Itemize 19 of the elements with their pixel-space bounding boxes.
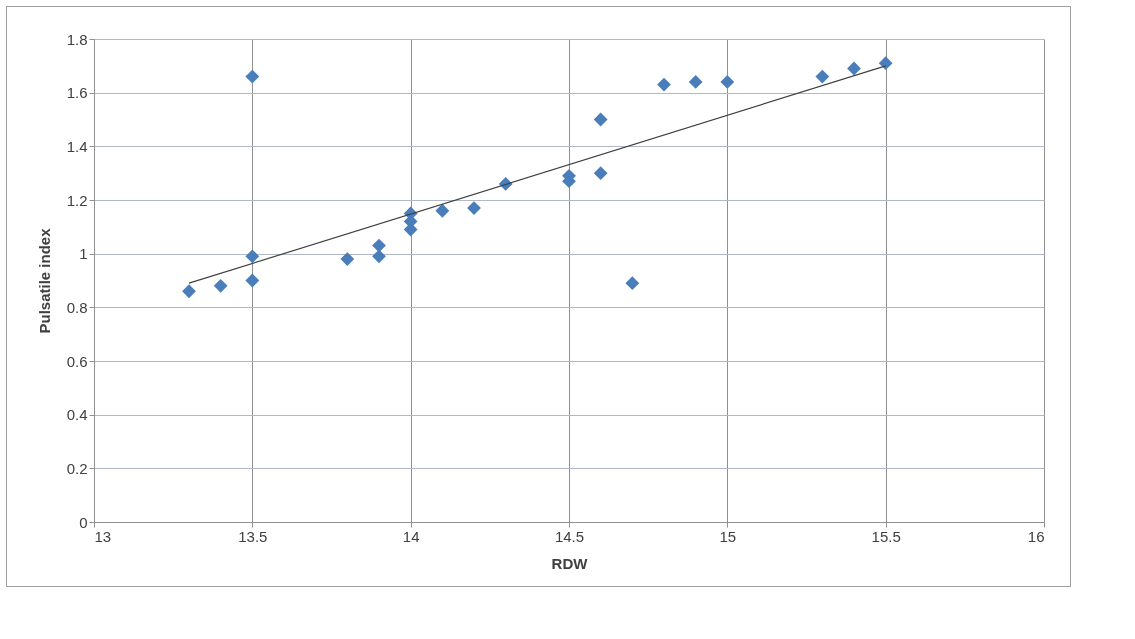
y-tick-label: 1.6 bbox=[66, 84, 88, 102]
y-tick-label: 0.8 bbox=[66, 298, 88, 316]
x-tick-label: 15 bbox=[719, 527, 737, 545]
x-axis-title: RDW bbox=[551, 554, 589, 572]
y-tick-label: 0.6 bbox=[66, 352, 88, 370]
x-tick-label: 15.5 bbox=[871, 527, 901, 545]
x-tick-label: 13.5 bbox=[238, 527, 268, 545]
y-tick-label: 1.8 bbox=[66, 30, 88, 48]
y-tick-label: 0 bbox=[79, 513, 88, 531]
y-tick-label: 0.2 bbox=[66, 459, 88, 477]
y-tick-label: 0.4 bbox=[66, 406, 88, 424]
y-axis-title: Pulsatile index bbox=[35, 227, 53, 334]
x-tick-label: 14.5 bbox=[554, 527, 585, 545]
y-tick-label: 1.2 bbox=[66, 191, 88, 209]
x-tick-label: 16 bbox=[1027, 527, 1045, 545]
x-tick-label: 14 bbox=[402, 527, 420, 545]
x-tick-label: 13 bbox=[94, 527, 112, 545]
y-tick-label: 1.4 bbox=[66, 137, 88, 155]
y-tick-label: 1 bbox=[79, 245, 88, 263]
